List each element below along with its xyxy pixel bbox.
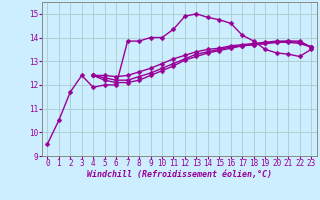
X-axis label: Windchill (Refroidissement éolien,°C): Windchill (Refroidissement éolien,°C) <box>87 170 272 179</box>
